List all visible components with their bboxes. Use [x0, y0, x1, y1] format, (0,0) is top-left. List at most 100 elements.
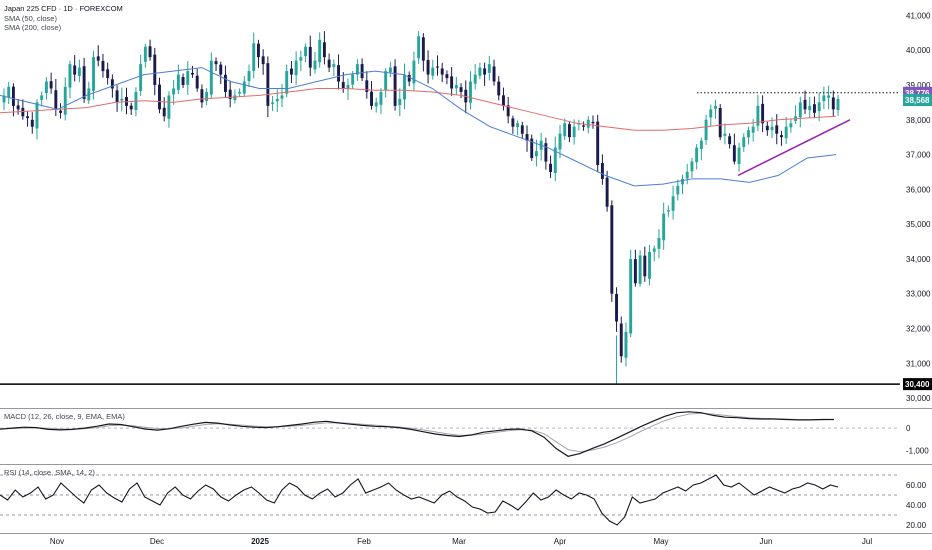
- candle-body: [214, 61, 218, 65]
- y-tick-label: 37,000: [906, 151, 931, 160]
- candle-body: [40, 95, 44, 100]
- candle-body: [732, 145, 736, 162]
- candle-body: [610, 205, 614, 294]
- candle-body: [737, 147, 741, 165]
- candle-body: [831, 97, 835, 110]
- sma50-legend[interactable]: SMA (50, close): [4, 14, 57, 23]
- macd-tick-label: 0: [906, 424, 911, 433]
- candle-body: [765, 125, 769, 131]
- candle-body: [271, 102, 275, 104]
- candle-body: [341, 82, 345, 89]
- candle-body: [256, 43, 260, 58]
- candle-body: [384, 71, 388, 91]
- candle-body: [671, 196, 675, 211]
- candle-body: [761, 103, 765, 124]
- candle-body: [633, 259, 637, 284]
- y-tick-label: 38,000: [906, 116, 931, 125]
- candle-body: [652, 248, 656, 252]
- candle-body: [812, 104, 816, 113]
- candle-body: [417, 36, 421, 59]
- candle-body: [473, 74, 477, 84]
- candle-body: [784, 126, 788, 139]
- candle-body: [681, 178, 684, 185]
- candle-body: [82, 66, 86, 99]
- x-tick-label: May: [653, 537, 668, 546]
- candle-body: [516, 123, 520, 127]
- candle-body: [322, 42, 326, 58]
- macd-legend[interactable]: MACD (12, 26, close, 9, EMA, EMA): [4, 412, 125, 421]
- candle-body: [181, 76, 185, 85]
- sma200-legend[interactable]: SMA (200, close): [4, 23, 62, 32]
- candle-body: [695, 147, 699, 163]
- candle-body: [294, 60, 298, 76]
- y-tick-label: 30,000: [906, 394, 931, 403]
- candle-body: [520, 125, 524, 134]
- candle-body: [346, 85, 350, 90]
- candle-body: [506, 105, 510, 117]
- candle-body: [454, 85, 458, 89]
- x-tick-label: 2025: [251, 537, 269, 546]
- support-price-tag: 30,400: [905, 380, 930, 389]
- rsi-legend[interactable]: RSI (14, close, SMA, 14, 2): [4, 468, 95, 477]
- chart-title: Japan 225 CFD · 1D · FOREXCOM: [4, 4, 123, 13]
- x-tick-label: Jun: [760, 537, 773, 546]
- candle-body: [728, 136, 732, 145]
- candle-body: [219, 64, 223, 75]
- candle-body: [11, 86, 15, 106]
- candle-body: [723, 133, 727, 136]
- candle-body: [742, 137, 746, 148]
- candle-body: [139, 64, 143, 91]
- candle-body: [666, 210, 670, 212]
- candle-body: [440, 68, 444, 75]
- candle-body: [492, 66, 496, 82]
- candle-body: [549, 163, 553, 172]
- candle-body: [817, 102, 821, 112]
- candle-body: [586, 119, 590, 128]
- candle-body: [511, 118, 515, 127]
- candle-body: [143, 46, 147, 62]
- candle-body: [718, 107, 722, 138]
- y-tick-label: 40,000: [906, 46, 931, 55]
- candle-body: [426, 60, 430, 75]
- candle-body: [619, 323, 623, 357]
- macd-signal-line: [0, 412, 835, 453]
- y-tick-label: 35,000: [906, 220, 931, 229]
- candle-body: [388, 67, 392, 73]
- candle-body: [191, 72, 194, 75]
- candle-body: [205, 91, 209, 101]
- macd-tick-label: -1,000: [906, 447, 929, 456]
- candle-body: [822, 95, 826, 102]
- candle-body: [313, 60, 317, 70]
- candle-body: [63, 86, 67, 115]
- last-price-tag: 38,568: [905, 96, 930, 105]
- candle-body: [318, 39, 322, 63]
- candle-body: [2, 95, 6, 103]
- candle-body: [534, 151, 538, 157]
- candle-body: [223, 74, 227, 92]
- candle-body: [478, 67, 482, 76]
- candle-body: [483, 68, 487, 75]
- y-tick-label: 31,000: [906, 359, 931, 368]
- candle-body: [407, 75, 411, 82]
- candle-body: [704, 119, 708, 141]
- candle-body: [261, 56, 265, 65]
- candle-body: [374, 102, 378, 107]
- candle-body: [567, 124, 571, 138]
- candle-body: [49, 81, 53, 89]
- candle-body: [200, 89, 204, 103]
- candle-body: [445, 74, 449, 79]
- candle-body: [747, 130, 750, 138]
- candle-body: [209, 60, 213, 95]
- candle-body: [714, 105, 717, 109]
- candle-body: [289, 68, 293, 75]
- candle-body: [148, 46, 152, 58]
- candle-body: [638, 255, 642, 284]
- candle-body: [370, 91, 373, 106]
- x-tick-label: Apr: [554, 537, 567, 546]
- support-price-tag-bg: [903, 378, 932, 391]
- candle-body: [355, 64, 359, 75]
- candle-body: [247, 71, 251, 81]
- candles: [2, 31, 840, 385]
- candle-body: [304, 46, 308, 57]
- candle-body: [153, 54, 157, 85]
